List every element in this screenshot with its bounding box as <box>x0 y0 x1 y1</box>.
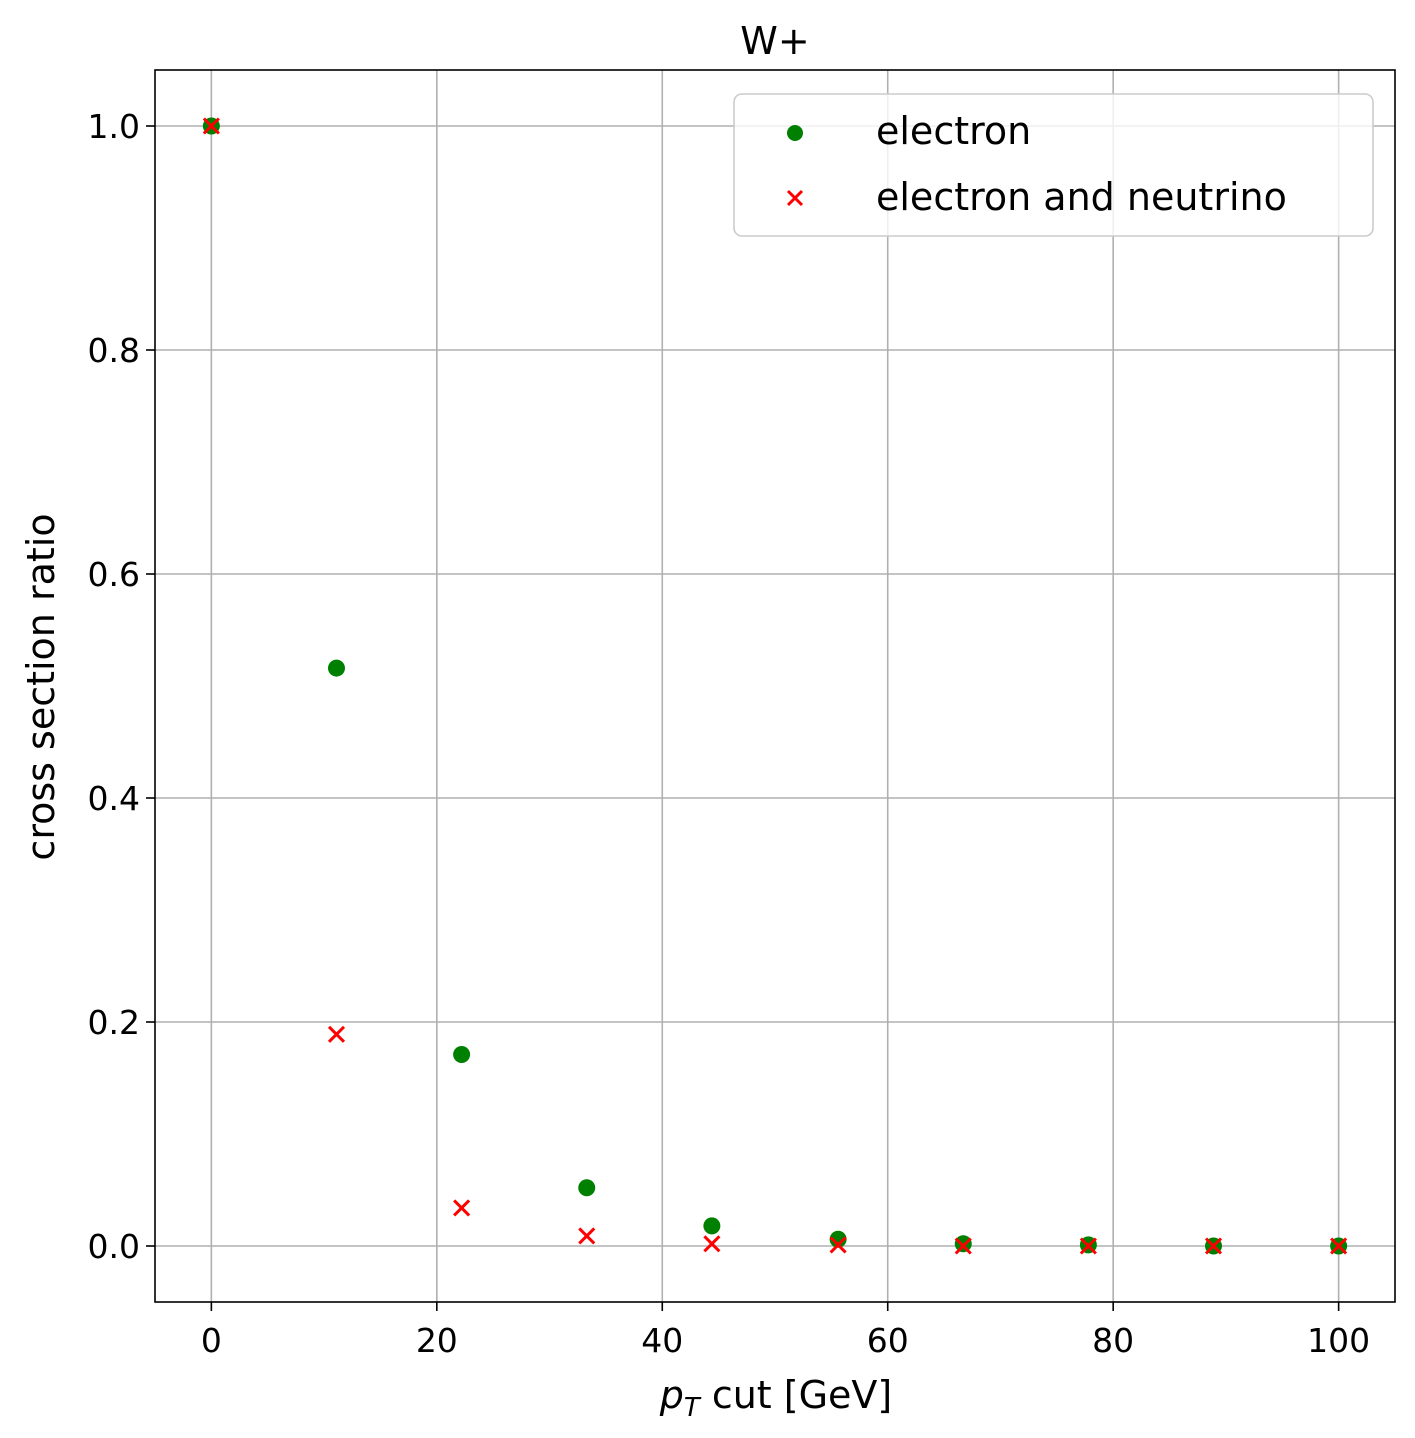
legend: electron electron and neutrino <box>733 93 1374 237</box>
data-point-electron <box>954 1235 972 1253</box>
grid-lines <box>155 70 1395 1302</box>
y-tick-label: 0.0 <box>88 1227 140 1266</box>
data-point-electron-and-neutrino <box>954 1237 972 1255</box>
data-point-electron <box>327 659 345 677</box>
data-point-electron-and-neutrino <box>453 1199 471 1217</box>
x-axis-label-rest: cut [GeV] <box>700 1373 893 1417</box>
x-tick-label: 40 <box>641 1321 683 1360</box>
plot-frame <box>154 69 1396 1303</box>
y-tick-label: 1.0 <box>88 107 140 146</box>
legend-label-electron-and-neutrino: electron and neutrino <box>876 175 1287 219</box>
legend-box <box>733 93 1374 237</box>
data-point-electron <box>703 1217 721 1235</box>
y-tick-label: 0.6 <box>88 555 140 594</box>
y-tick-label: 0.8 <box>88 331 140 370</box>
legend-label-electron: electron <box>876 109 1031 153</box>
data-point-electron-and-neutrino <box>578 1227 596 1245</box>
data-point-electron <box>453 1045 471 1063</box>
x-tick-label: 80 <box>1092 1321 1134 1360</box>
x-axis-label-italic: p <box>659 1373 684 1417</box>
y-axis-label: cross section ratio <box>19 513 63 860</box>
x-tick-label: 60 <box>867 1321 909 1360</box>
chart-title: W+ <box>740 19 809 63</box>
data-point-electron <box>578 1179 596 1197</box>
legend-marker-electron <box>787 125 803 141</box>
data-point-electron-and-neutrino <box>1330 1237 1348 1255</box>
data-point-electron-and-neutrino <box>202 117 220 135</box>
data-point-electron-and-neutrino <box>703 1235 721 1253</box>
data-point-electron-and-neutrino <box>829 1236 847 1254</box>
x-axis-label: pT cut [GeV] <box>659 1373 893 1423</box>
axis-ticks: 0 20 40 60 80 100 0.0 0.2 0.4 0.6 0.8 1.0 <box>88 107 1371 1360</box>
x-tick-label: 0 <box>201 1321 222 1360</box>
x-axis-label-subscript: T <box>684 1393 702 1423</box>
legend-marker-electron-and-neutrino <box>786 189 804 207</box>
y-tick-label: 0.2 <box>88 1003 140 1042</box>
data-point-electron-and-neutrino <box>1204 1237 1223 1255</box>
data-point-electron <box>829 1230 847 1248</box>
x-tick-label: 20 <box>416 1321 458 1360</box>
data-point-electron-and-neutrino <box>1079 1237 1097 1255</box>
x-tick-label: 100 <box>1307 1321 1370 1360</box>
data-points <box>202 117 1348 1255</box>
data-point-electron-and-neutrino <box>327 1025 346 1043</box>
y-tick-label: 0.4 <box>88 779 140 818</box>
